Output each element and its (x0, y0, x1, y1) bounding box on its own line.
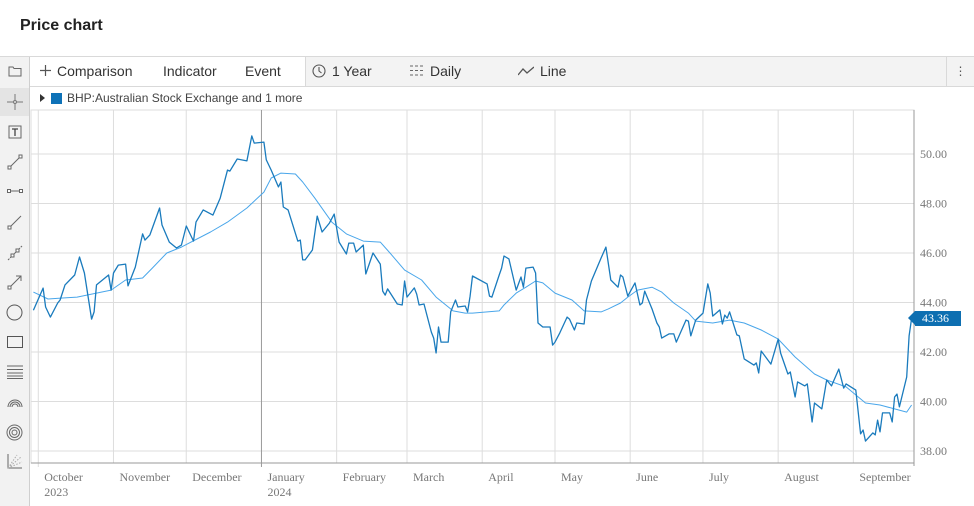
arrow-tool[interactable] (0, 268, 29, 296)
circle-icon (6, 304, 23, 320)
clock-icon (312, 64, 326, 78)
rectangle-icon (6, 336, 23, 348)
series-lines (32, 135, 913, 442)
crosshair-tool[interactable] (0, 88, 29, 116)
comparison-button[interactable]: Comparison (40, 57, 132, 86)
text-tool[interactable] (0, 118, 29, 146)
folder-icon (8, 66, 21, 77)
concentric-circles-icon (6, 424, 23, 440)
rectangle-tool[interactable] (0, 328, 29, 356)
crosshair-icon (6, 94, 23, 110)
axes: 38.00 40.00 42.00 44.00 46.00 48.00 50.00 Octob… (31, 110, 947, 499)
x-tick-label: November (119, 470, 170, 484)
arc-tool[interactable] (0, 388, 29, 416)
line-tool[interactable] (0, 208, 29, 236)
price-line (32, 135, 913, 442)
x-tick-label: October (44, 470, 83, 484)
more-options-button[interactable]: ⋮ (946, 57, 974, 86)
moving-average-line (33, 172, 913, 413)
x-tick-year-label: 2023 (44, 485, 68, 499)
comparison-label: Comparison (57, 63, 133, 79)
series-legend[interactable]: BHP:Australian Stock Exchange and 1 more (38, 91, 302, 105)
x-tick-label: August (784, 470, 819, 484)
extended-line-tool[interactable] (0, 239, 29, 267)
parallel-lines-icon (6, 365, 23, 379)
folder-button[interactable] (0, 57, 29, 85)
plus-icon (40, 65, 51, 77)
x-tick-label: April (488, 470, 514, 484)
drawing-tools-sidebar (0, 57, 30, 506)
fan-tool[interactable] (0, 447, 29, 475)
dashed-segment-icon (7, 245, 22, 261)
line-chart-icon (517, 66, 535, 76)
line-icon (7, 215, 21, 230)
trend-line-icon (7, 154, 22, 170)
expand-triangle-icon[interactable] (38, 94, 46, 102)
arrow-icon (7, 275, 21, 290)
fan-icon (7, 454, 22, 469)
horizontal-segment-tool[interactable] (0, 177, 29, 205)
x-tick-label: February (343, 470, 386, 484)
x-tick-year-label: 2024 (267, 485, 291, 499)
grid (30, 109, 915, 467)
indicator-button[interactable]: Indicator (163, 63, 217, 79)
x-tick-label: May (561, 470, 583, 484)
y-tick-label: 44.00 (920, 296, 947, 310)
y-tick-label: 42.00 (920, 345, 947, 359)
concentric-circle-tool[interactable] (0, 418, 29, 446)
horizontal-segment-icon (6, 189, 23, 193)
page-title: Price chart (20, 17, 103, 34)
y-tick-label: 46.00 (920, 246, 947, 260)
x-tick-label: December (192, 470, 241, 484)
y-tick-label: 50.00 (920, 147, 947, 161)
chart-toolbar: Comparison Indicator Event 1 Year Daily … (30, 57, 974, 87)
event-button[interactable]: Event (245, 63, 281, 79)
x-tick-label: June (636, 470, 658, 484)
interval-button[interactable]: Daily (410, 57, 461, 86)
y-tick-label: 40.00 (920, 395, 947, 409)
y-tick-label: 38.00 (920, 444, 947, 458)
arcs-icon (7, 399, 22, 407)
plot-frame (30, 109, 915, 464)
last-price-label: 43.36 (908, 311, 961, 326)
x-tick-label: July (709, 470, 729, 484)
text-box-icon (8, 125, 21, 139)
trend-line-tool[interactable] (0, 148, 29, 176)
header-divider (0, 56, 974, 57)
toolbar-settings-area (305, 57, 974, 86)
range-label: 1 Year (332, 63, 372, 79)
x-tick-label: January (267, 470, 304, 484)
interval-icon (410, 65, 424, 76)
chart-type-button[interactable]: Line (517, 57, 567, 86)
chart-type-label: Line (540, 63, 567, 79)
fibonacci-tool[interactable] (0, 358, 29, 386)
x-tick-label: March (413, 470, 444, 484)
series-color-swatch (51, 92, 62, 104)
legend-label: BHP:Australian Stock Exchange and 1 more (67, 91, 303, 105)
range-button[interactable]: 1 Year (312, 57, 372, 86)
circle-tool[interactable] (0, 298, 29, 326)
y-tick-label: 48.00 (920, 197, 947, 211)
interval-label: Daily (430, 63, 462, 79)
x-tick-label: September (859, 470, 910, 484)
